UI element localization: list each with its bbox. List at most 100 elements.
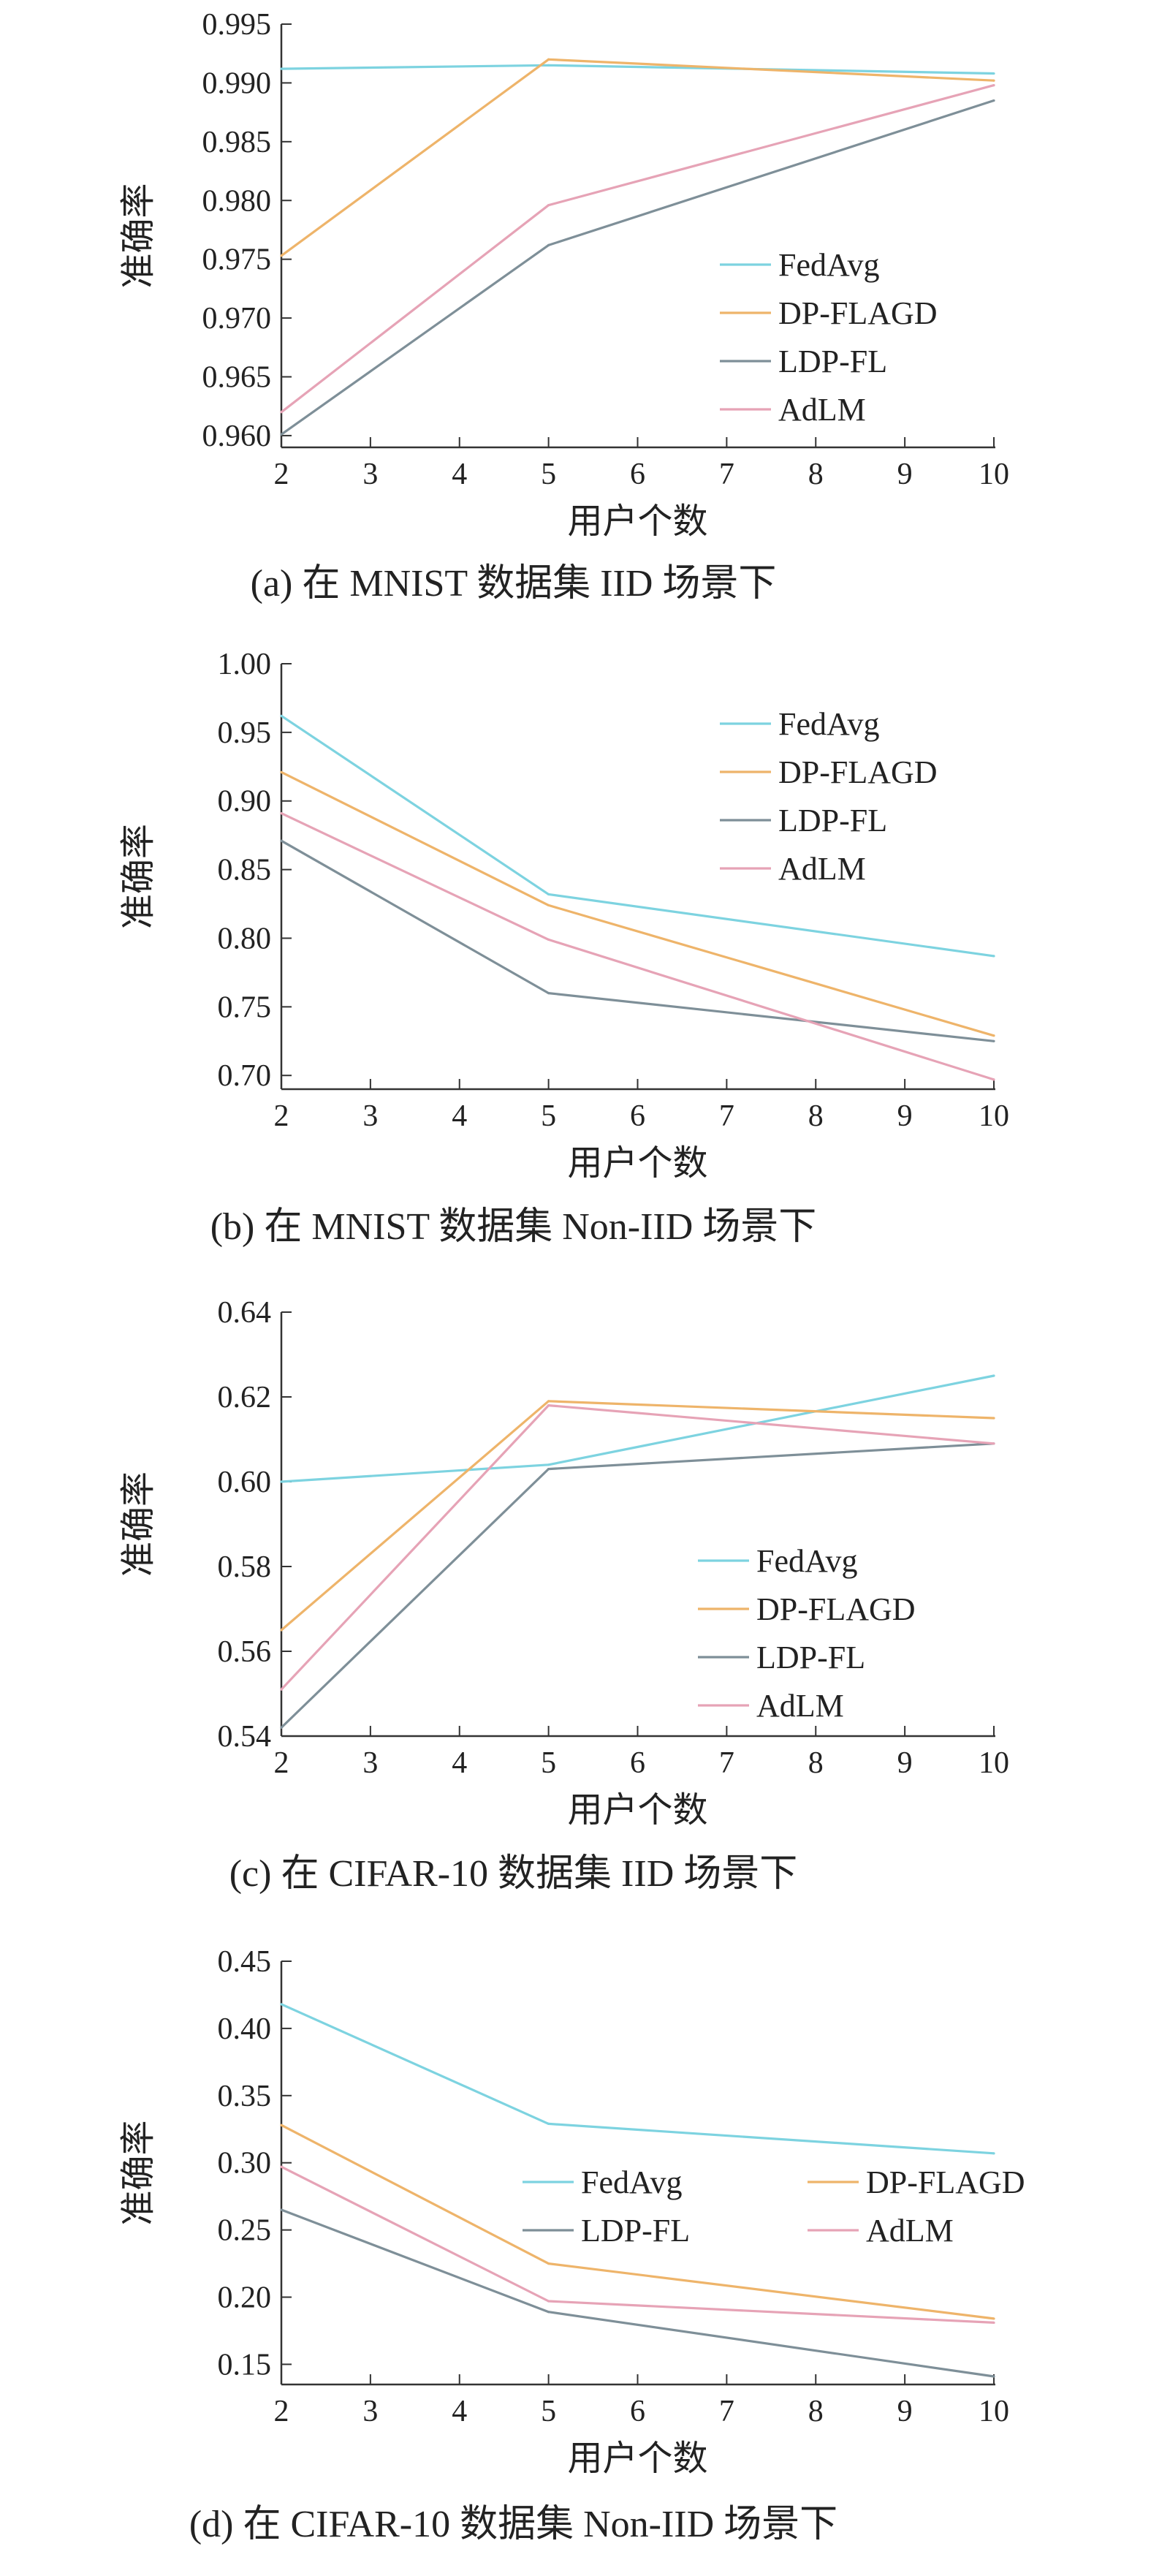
y-tick-label: 0.985 [202,126,272,159]
data-point-adlm [992,2321,995,2325]
x-tick-label: 10 [979,458,1009,491]
y-tick-label: 1.00 [218,648,272,681]
y-tick-label: 0.960 [202,420,272,453]
x-tick-label: 3 [362,1746,378,1780]
data-point-adlm [280,2165,283,2168]
data-point-ldp-fl [280,839,283,842]
x-tick-label: 3 [362,2395,378,2428]
chart-panel-d: 0.15 0.20 0.25 0.30 0.35 0.40 0.45 2 3 4 5 6 7 8 9 10 用户… [119,1945,1025,2545]
y-tick-label: 0.56 [218,1635,272,1669]
data-point-adlm [992,1078,995,1081]
legend-label-ldp-fl: LDP-FL [778,344,887,379]
y-tick-label: 0.965 [202,361,272,395]
data-point-ldp-fl [280,2208,283,2211]
data-point-dp-flagd [992,1417,995,1420]
x-tick-label: 5 [541,2395,556,2428]
x-tick-label: 7 [719,2395,734,2428]
data-point-fedavg [280,714,283,717]
chart-panel-a: 0.960 0.965 0.970 0.975 0.980 0.985 0.990 0.995… [119,8,1009,605]
y-tick-label: 0.95 [218,716,272,750]
y-tick-label: 0.980 [202,184,272,218]
y-tick-label: 0.60 [218,1466,272,1499]
data-point-adlm [280,812,283,815]
y-tick-label: 0.25 [218,2214,272,2248]
y-tick-label: 0.62 [218,1381,272,1414]
data-point-adlm [992,84,995,87]
x-axis-title: 用户个数 [567,502,707,541]
x-tick-label: 5 [541,1099,556,1133]
data-point-ldp-fl [547,2311,550,2314]
data-point-fedavg [547,1463,550,1466]
data-point-ldp-fl [280,433,283,436]
legend-label-adlm: AdLM [778,392,866,428]
x-tick-label: 4 [452,458,467,491]
legend-label-dp-flagd: DP-FLAGD [866,2164,1025,2200]
x-tick-label: 10 [979,2395,1009,2428]
x-tick-label: 2 [274,1099,289,1133]
x-axis-title: 用户个数 [567,1144,707,1183]
data-point-ldp-fl [992,2375,995,2378]
x-tick-label: 2 [274,2395,289,2428]
data-point-dp-flagd [992,1034,995,1037]
legend-label-ldp-fl: LDP-FL [756,1640,865,1675]
data-point-dp-flagd [280,2124,283,2126]
data-point-dp-flagd [280,254,283,257]
data-point-fedavg [547,64,550,67]
data-point-ldp-fl [547,243,550,246]
y-tick-label: 0.40 [218,2012,272,2046]
panel-caption: (b) 在 MNIST 数据集 Non-IID 场景下 [210,1206,817,1248]
x-tick-label: 3 [362,1099,378,1133]
y-axis-title: 准确率 [119,183,158,288]
data-point-dp-flagd [547,58,550,61]
x-tick-label: 5 [541,458,556,491]
y-tick-label: 0.58 [218,1550,272,1584]
y-tick-label: 0.64 [218,1296,272,1330]
data-point-adlm [280,411,283,414]
data-point-adlm [547,204,550,207]
x-tick-label: 6 [630,1746,645,1780]
x-tick-label: 7 [719,1099,734,1133]
legend-label-fedavg: FedAvg [756,1543,858,1579]
x-tick-label: 6 [630,458,645,491]
y-axis-title: 准确率 [119,824,158,929]
data-point-fedavg [992,2152,995,2155]
x-tick-label: 8 [808,2395,824,2428]
x-tick-label: 9 [897,1099,913,1133]
x-axis-title: 用户个数 [567,2439,707,2478]
y-tick-label: 0.30 [218,2147,272,2181]
data-point-adlm [992,1442,995,1445]
x-tick-label: 2 [274,1746,289,1780]
y-tick-label: 0.970 [202,302,272,336]
x-tick-label: 10 [979,1099,1009,1133]
legend-label-dp-flagd: DP-FLAGD [778,754,938,790]
x-tick-label: 4 [452,1099,467,1133]
x-axis-title: 用户个数 [567,1791,707,1830]
data-point-ldp-fl [547,991,550,995]
data-point-fedavg [547,2122,550,2126]
data-point-adlm [547,2300,550,2303]
y-tick-label: 0.35 [218,2080,272,2113]
x-tick-label: 4 [452,2395,467,2428]
series-line-adlm [281,812,995,1081]
x-tick-label: 3 [362,458,378,491]
legend-label-fedavg: FedAvg [581,2164,683,2200]
data-point-dp-flagd [547,904,550,907]
y-axis-title: 准确率 [119,2120,158,2225]
data-point-dp-flagd [547,1400,550,1403]
x-tick-label: 9 [897,1746,913,1780]
x-tick-label: 8 [808,1099,824,1133]
data-point-ldp-fl [547,1468,550,1471]
x-tick-label: 4 [452,1746,467,1780]
data-point-ldp-fl [280,1726,283,1729]
y-tick-label: 0.15 [218,2348,272,2382]
x-tick-label: 7 [719,458,734,491]
data-point-dp-flagd [547,2262,550,2265]
data-point-fedavg [280,2003,283,2006]
y-tick-label: 0.90 [218,785,272,819]
y-tick-label: 0.990 [202,67,272,100]
legend-label-ldp-fl: LDP-FL [581,2213,690,2249]
legend-label-adlm: AdLM [778,851,866,887]
data-point-adlm [547,1404,550,1407]
x-tick-label: 2 [274,458,289,491]
